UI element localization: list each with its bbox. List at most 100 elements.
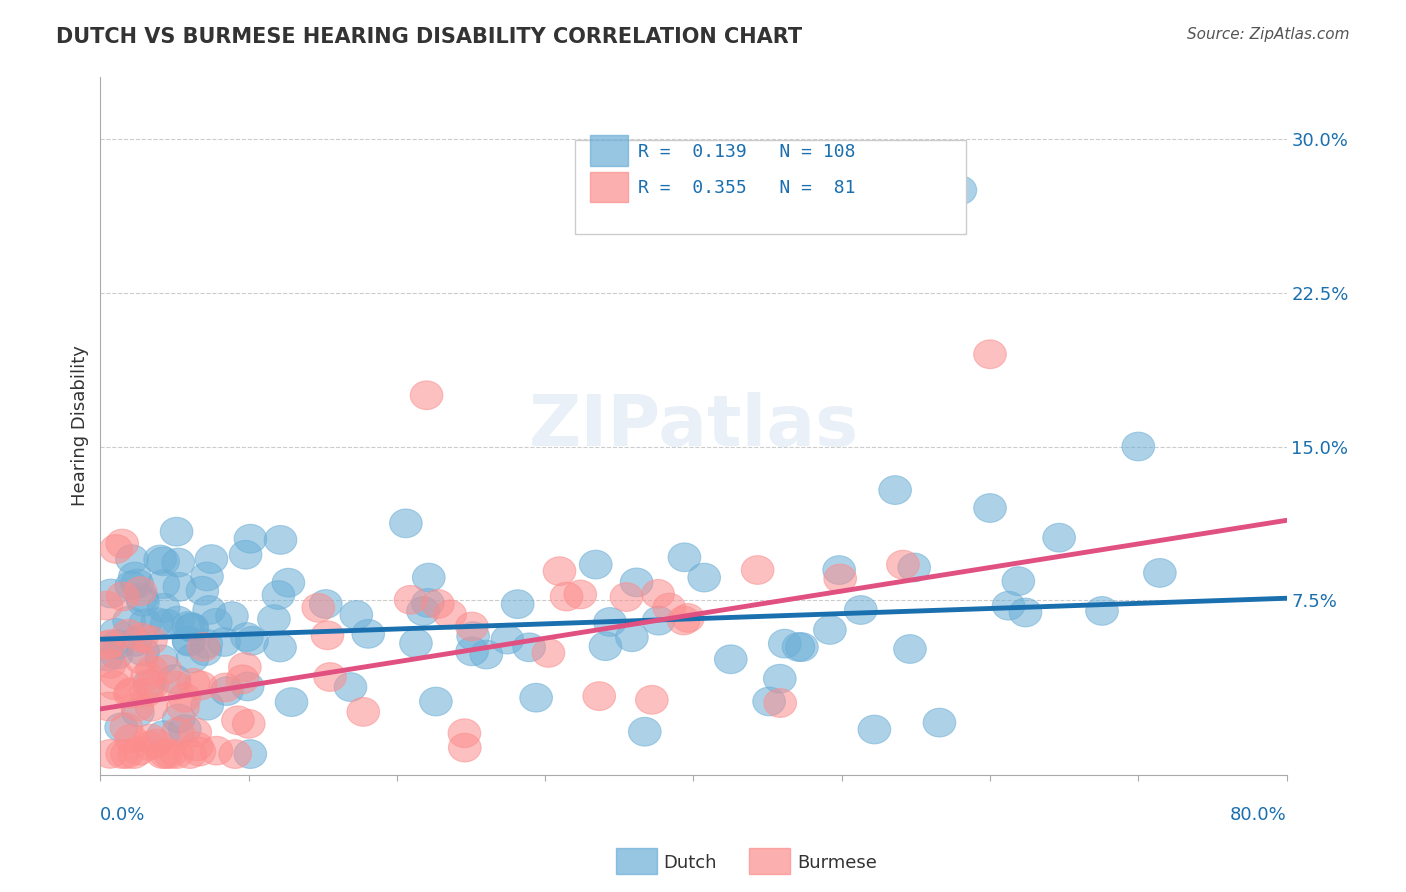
Ellipse shape [131, 662, 163, 690]
Ellipse shape [974, 340, 1007, 368]
Ellipse shape [115, 545, 148, 574]
Ellipse shape [143, 545, 176, 574]
Ellipse shape [177, 668, 209, 698]
Ellipse shape [898, 553, 931, 582]
Ellipse shape [125, 624, 157, 652]
Ellipse shape [236, 626, 269, 655]
Ellipse shape [162, 549, 194, 577]
Ellipse shape [589, 632, 621, 660]
Ellipse shape [139, 729, 173, 757]
Ellipse shape [200, 736, 233, 765]
Ellipse shape [232, 709, 266, 739]
Ellipse shape [741, 556, 773, 584]
FancyBboxPatch shape [591, 171, 628, 202]
Ellipse shape [550, 582, 583, 611]
Ellipse shape [163, 573, 195, 601]
Ellipse shape [636, 685, 668, 714]
Ellipse shape [135, 692, 167, 721]
Ellipse shape [162, 607, 194, 635]
Ellipse shape [262, 581, 295, 609]
Ellipse shape [118, 739, 150, 768]
Ellipse shape [233, 739, 267, 768]
Ellipse shape [823, 556, 855, 584]
Ellipse shape [100, 660, 134, 689]
Ellipse shape [195, 545, 228, 574]
Ellipse shape [150, 609, 183, 638]
Ellipse shape [714, 645, 747, 673]
Ellipse shape [1085, 597, 1118, 625]
Ellipse shape [187, 632, 219, 661]
Ellipse shape [579, 550, 612, 579]
Ellipse shape [302, 593, 335, 623]
Ellipse shape [135, 626, 167, 655]
Ellipse shape [411, 381, 443, 409]
Ellipse shape [93, 692, 125, 721]
Ellipse shape [273, 568, 305, 597]
Ellipse shape [520, 683, 553, 712]
Ellipse shape [858, 715, 890, 744]
Ellipse shape [191, 691, 224, 720]
Ellipse shape [340, 600, 373, 629]
Ellipse shape [672, 604, 704, 632]
Ellipse shape [668, 607, 700, 635]
Ellipse shape [101, 630, 135, 658]
Ellipse shape [125, 645, 157, 673]
Ellipse shape [174, 739, 207, 768]
FancyBboxPatch shape [591, 136, 628, 166]
Text: Dutch: Dutch [664, 855, 717, 872]
Ellipse shape [1143, 558, 1177, 587]
Ellipse shape [121, 569, 153, 598]
Ellipse shape [209, 673, 242, 702]
Ellipse shape [457, 622, 489, 650]
Ellipse shape [105, 529, 139, 558]
Ellipse shape [135, 657, 169, 685]
Ellipse shape [105, 739, 139, 768]
Ellipse shape [628, 717, 661, 746]
Ellipse shape [232, 672, 264, 701]
Ellipse shape [186, 576, 219, 605]
Ellipse shape [347, 698, 380, 726]
Ellipse shape [98, 671, 131, 699]
Ellipse shape [763, 665, 796, 693]
Ellipse shape [141, 607, 173, 637]
Ellipse shape [176, 613, 208, 641]
Ellipse shape [620, 568, 652, 597]
Ellipse shape [176, 613, 208, 642]
Ellipse shape [924, 708, 956, 737]
Ellipse shape [533, 639, 565, 667]
Ellipse shape [824, 564, 856, 593]
Ellipse shape [208, 628, 240, 657]
Ellipse shape [115, 724, 148, 753]
Ellipse shape [219, 739, 252, 768]
Ellipse shape [173, 627, 205, 657]
Ellipse shape [162, 718, 194, 747]
Ellipse shape [107, 582, 139, 611]
Ellipse shape [115, 678, 148, 706]
Ellipse shape [215, 602, 249, 631]
Ellipse shape [118, 562, 150, 591]
Ellipse shape [434, 600, 467, 629]
Ellipse shape [115, 571, 148, 600]
Ellipse shape [159, 665, 191, 693]
Ellipse shape [229, 653, 262, 681]
Ellipse shape [125, 583, 159, 612]
Ellipse shape [643, 607, 675, 635]
Ellipse shape [264, 633, 297, 662]
Ellipse shape [110, 713, 142, 741]
Text: R =  0.139   N = 108: R = 0.139 N = 108 [638, 143, 855, 161]
Ellipse shape [394, 585, 427, 615]
Ellipse shape [309, 590, 342, 618]
Ellipse shape [132, 669, 166, 698]
Ellipse shape [419, 687, 453, 716]
Ellipse shape [146, 721, 180, 749]
Ellipse shape [782, 632, 815, 661]
Ellipse shape [180, 732, 214, 761]
Ellipse shape [763, 689, 796, 717]
Ellipse shape [159, 672, 191, 700]
Ellipse shape [412, 589, 444, 617]
Ellipse shape [91, 642, 124, 671]
Ellipse shape [148, 570, 180, 599]
Ellipse shape [90, 591, 122, 620]
Ellipse shape [190, 630, 222, 658]
Ellipse shape [543, 557, 576, 585]
